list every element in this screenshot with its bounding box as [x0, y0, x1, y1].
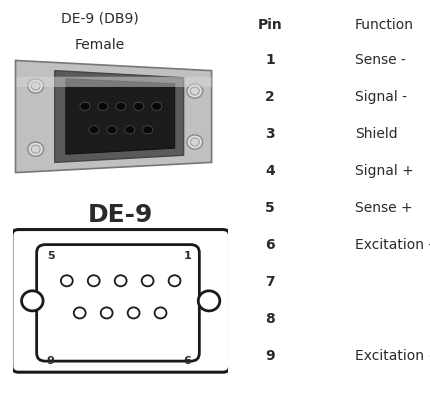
Text: 7: 7 [264, 275, 274, 289]
Circle shape [28, 142, 43, 156]
Ellipse shape [98, 102, 108, 110]
FancyBboxPatch shape [37, 244, 199, 361]
Circle shape [190, 138, 199, 146]
Text: 4: 4 [264, 164, 274, 178]
Circle shape [154, 307, 166, 318]
Circle shape [187, 135, 202, 149]
Circle shape [61, 275, 73, 286]
Circle shape [31, 82, 40, 90]
Circle shape [74, 307, 86, 318]
Circle shape [88, 275, 99, 286]
Circle shape [141, 275, 153, 286]
Circle shape [114, 275, 126, 286]
Circle shape [22, 291, 43, 311]
Text: Excitation -: Excitation - [354, 238, 430, 252]
Text: Shield: Shield [354, 127, 397, 141]
Text: DE-9 (DB9): DE-9 (DB9) [61, 11, 138, 25]
Text: 1: 1 [183, 251, 191, 261]
Ellipse shape [80, 102, 90, 110]
Text: Signal -: Signal - [354, 90, 406, 104]
Text: 2: 2 [264, 90, 274, 104]
Ellipse shape [107, 126, 117, 134]
Text: DE-9: DE-9 [88, 204, 153, 228]
Text: 3: 3 [264, 127, 274, 141]
Polygon shape [55, 71, 183, 162]
Text: Sense +: Sense + [354, 201, 412, 215]
FancyBboxPatch shape [12, 230, 229, 372]
FancyBboxPatch shape [17, 77, 211, 87]
Circle shape [101, 307, 112, 318]
Polygon shape [15, 61, 211, 173]
Text: Pin: Pin [257, 18, 282, 32]
Text: 6: 6 [183, 356, 191, 366]
Ellipse shape [89, 126, 99, 134]
Text: Female: Female [75, 38, 125, 52]
Circle shape [127, 307, 139, 318]
Circle shape [28, 79, 43, 93]
Polygon shape [66, 79, 174, 154]
Circle shape [198, 291, 219, 311]
Circle shape [168, 275, 180, 286]
Text: 9: 9 [46, 356, 55, 366]
Ellipse shape [125, 126, 135, 134]
Ellipse shape [151, 102, 161, 110]
Text: Sense -: Sense - [354, 53, 405, 67]
Circle shape [187, 84, 202, 98]
Text: 6: 6 [264, 238, 274, 252]
Text: Signal +: Signal + [354, 164, 413, 178]
Circle shape [31, 145, 40, 153]
Ellipse shape [142, 126, 152, 134]
Text: 5: 5 [47, 251, 54, 261]
Text: 1: 1 [264, 53, 274, 67]
Ellipse shape [116, 102, 126, 110]
Text: 9: 9 [264, 349, 274, 363]
Text: Function: Function [354, 18, 413, 32]
Text: Excitation +: Excitation + [354, 349, 430, 363]
Ellipse shape [133, 102, 144, 110]
Circle shape [190, 87, 199, 95]
Text: 5: 5 [264, 201, 274, 215]
Text: 8: 8 [264, 312, 274, 326]
